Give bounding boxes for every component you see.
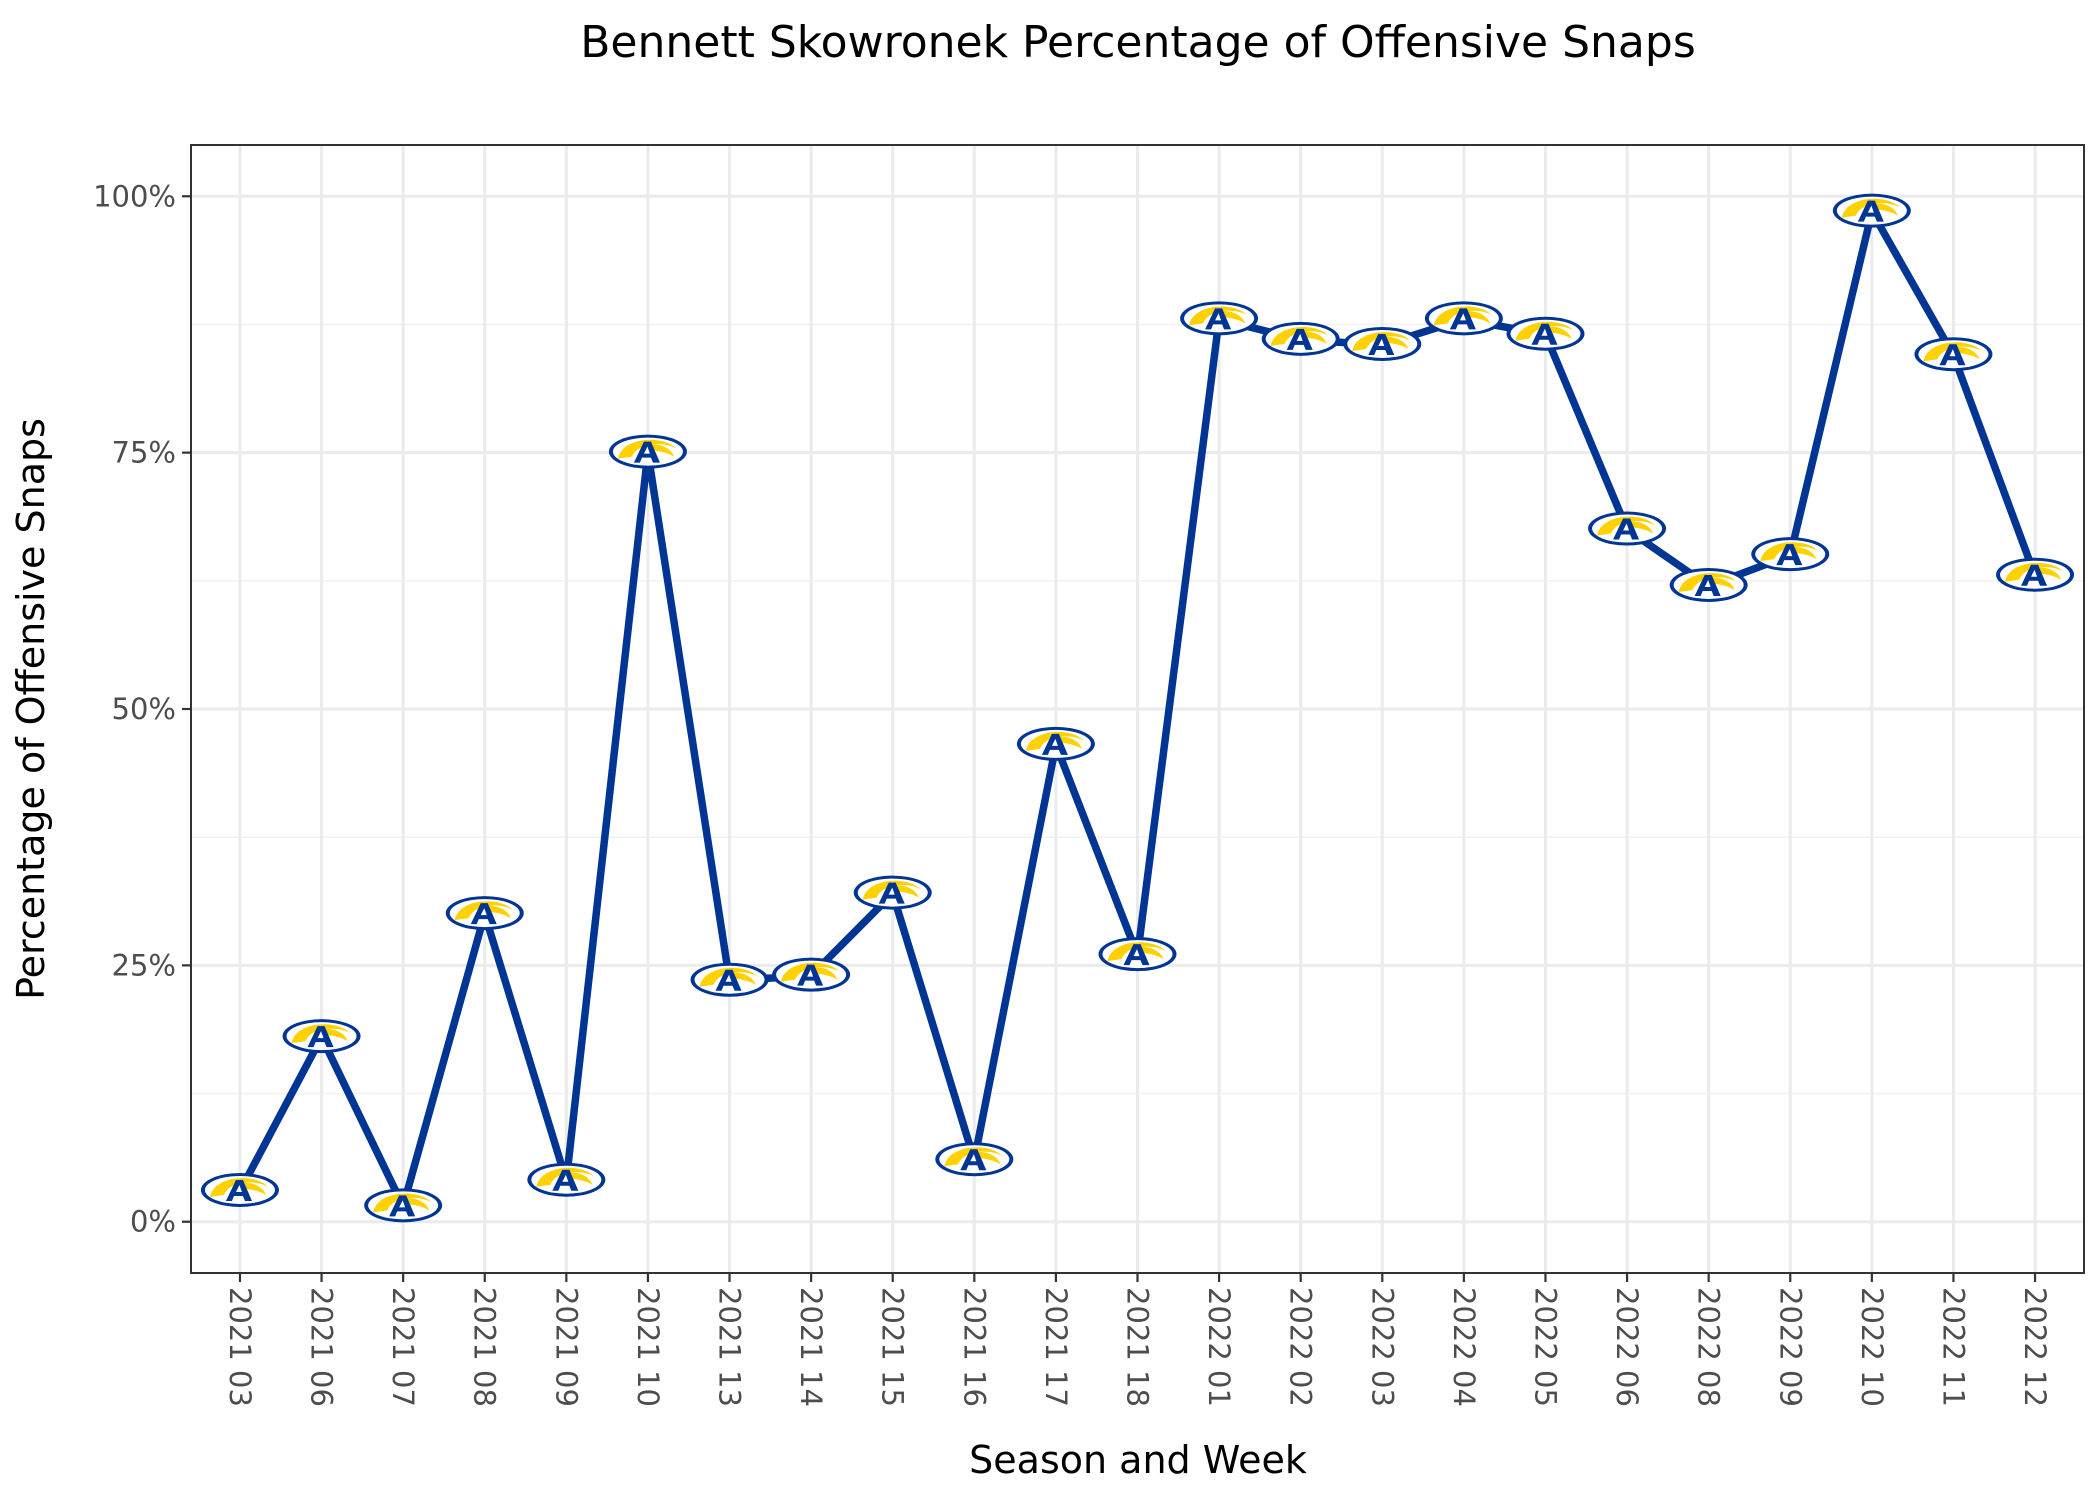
rams-logo-marker: [1424, 301, 1503, 336]
y-tick-label: 25%: [112, 948, 176, 982]
rams-logo-marker: [935, 1142, 1014, 1177]
rams-logo-marker: [1506, 316, 1585, 351]
rams-logo-marker: [1588, 511, 1667, 546]
x-tick-label: 2022 12: [2018, 1287, 2052, 1407]
y-tick-label: 75%: [112, 436, 176, 470]
x-tick-label: 2021 07: [386, 1287, 420, 1407]
x-tick-label: 2022 11: [1936, 1287, 1970, 1407]
rams-logo-marker: [200, 1172, 279, 1207]
rams-logo-marker: [853, 875, 932, 910]
x-tick-label: 2021 08: [468, 1287, 502, 1407]
rams-logo-marker: [445, 896, 524, 931]
rams-logo-marker: [1261, 321, 1340, 356]
rams-logo-marker: [1996, 557, 2075, 592]
y-axis: 0% 25% 50% 75% 100%: [93, 179, 191, 1239]
rams-logo-marker: [690, 962, 769, 997]
grid-lines: [191, 145, 2084, 1273]
x-tick-label: 2021 13: [713, 1287, 747, 1407]
x-tick-label: 2022 06: [1610, 1287, 1644, 1407]
x-tick-label: 2022 02: [1284, 1287, 1318, 1407]
x-tick-label: 2021 17: [1039, 1287, 1073, 1407]
x-tick-label: 2022 01: [1202, 1287, 1236, 1407]
x-axis: 2021 03 2021 06 2021 07 2021 08 2021 09 2021 …: [223, 1273, 2052, 1407]
x-tick-label: 2022 03: [1365, 1287, 1399, 1407]
rams-logo-marker: [1098, 937, 1177, 972]
y-tick-label: 100%: [93, 179, 176, 213]
x-tick-label: 2022 04: [1447, 1287, 1481, 1407]
rams-logo-marker: [364, 1188, 443, 1223]
rams-logo-marker: [1180, 301, 1259, 336]
x-tick-label: 2021 06: [305, 1287, 339, 1407]
rams-logo-marker: [1751, 537, 1830, 572]
x-tick-label: 2021 03: [223, 1287, 257, 1407]
x-tick-label: 2021 18: [1121, 1287, 1155, 1407]
rams-logo-marker: [772, 957, 851, 992]
rams-logo-marker: [1669, 567, 1748, 602]
x-tick-label: 2021 10: [631, 1287, 665, 1407]
chart-title: Bennett Skowronek Percentage of Offensiv…: [580, 17, 1696, 68]
rams-logo-marker: [1832, 193, 1911, 228]
rams-logo-marker: [608, 434, 687, 469]
y-axis-title: Percentage of Offensive Snaps: [9, 418, 53, 1000]
rams-logo-marker: [527, 1162, 606, 1197]
x-tick-label: 2021 09: [549, 1287, 583, 1407]
x-tick-label: 2022 05: [1528, 1287, 1562, 1407]
y-tick-label: 50%: [112, 692, 176, 726]
x-axis-title: Season and Week: [969, 1438, 1307, 1482]
x-tick-label: 2021 16: [957, 1287, 991, 1407]
rams-logo-marker: [1343, 326, 1422, 361]
x-tick-label: 2021 15: [876, 1287, 910, 1407]
rams-logo-marker: [282, 1019, 361, 1054]
y-tick-label: 0%: [130, 1205, 176, 1239]
x-tick-label: 2021 14: [794, 1287, 828, 1407]
rams-logo-marker: [1914, 337, 1993, 372]
x-tick-label: 2022 10: [1855, 1287, 1889, 1407]
x-tick-label: 2022 09: [1773, 1287, 1807, 1407]
rams-logo-marker: [1016, 726, 1095, 761]
x-tick-label: 2022 08: [1692, 1287, 1726, 1407]
